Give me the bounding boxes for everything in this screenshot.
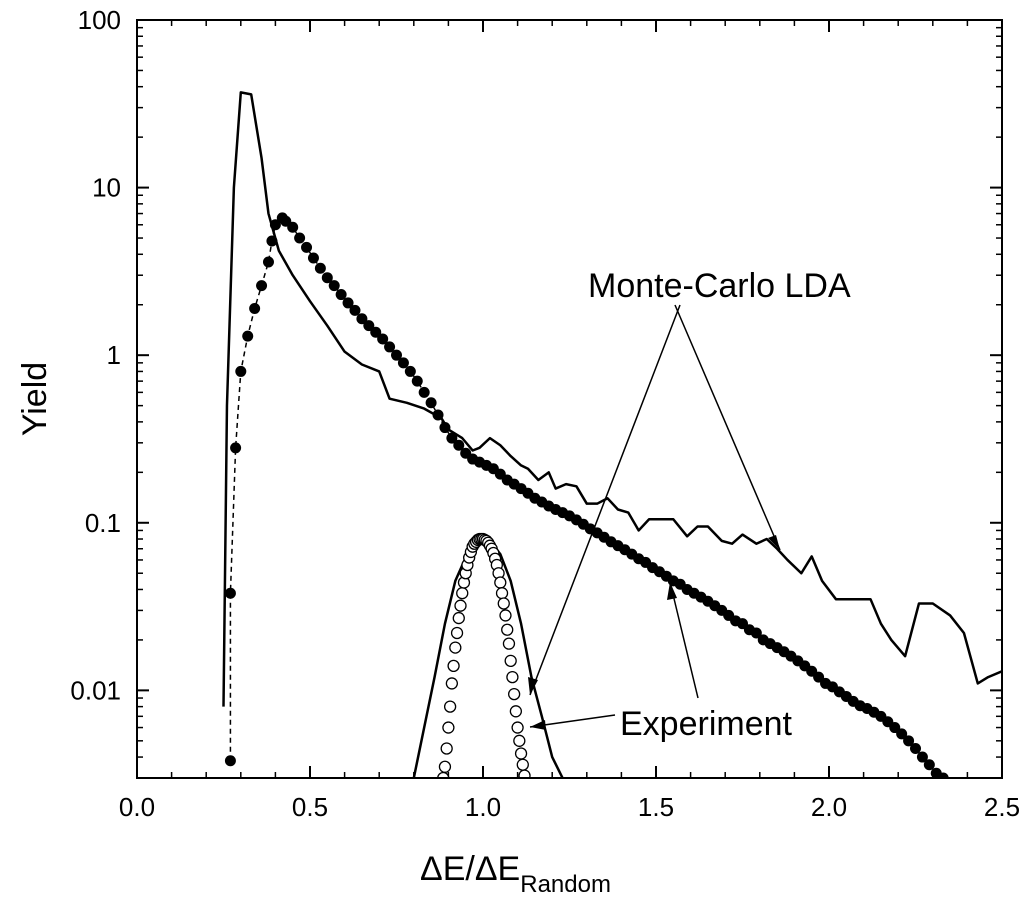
data-point-filled <box>256 280 268 292</box>
x-tick-label: 1.0 <box>465 792 501 822</box>
data-point-open <box>452 611 465 625</box>
data-point-filled <box>910 742 921 754</box>
arrowhead-experiment-2 <box>667 582 677 600</box>
data-point-open <box>454 599 467 612</box>
y-tick-label: 100 <box>78 5 121 35</box>
y-tick-label: 1 <box>107 340 121 370</box>
data-point-open <box>504 654 517 668</box>
data-point-open <box>507 687 521 701</box>
data-point-filled <box>294 232 306 244</box>
data-point-filled <box>916 751 928 763</box>
data-point-filled <box>356 313 368 325</box>
data-point-filled <box>328 280 340 292</box>
x-axis-label: ΔE/ΔERandom <box>420 850 611 898</box>
data-point-filled <box>262 256 274 268</box>
data-point-filled <box>363 320 375 332</box>
y-axis-label: Yield <box>16 362 54 436</box>
x-tick-label: 1.5 <box>638 792 674 822</box>
data-point-open <box>445 677 459 690</box>
x-axis-label-sub: Random <box>520 871 611 898</box>
data-point-filled <box>923 759 935 771</box>
x-tick-label: 2.0 <box>811 792 847 822</box>
data-point-filled <box>432 409 444 421</box>
data-point-filled <box>370 326 382 338</box>
arrowhead-experiment-1 <box>530 720 546 730</box>
y-tick-label: 0.1 <box>85 508 121 538</box>
data-point-filled <box>750 627 762 639</box>
data-point-filled <box>307 252 319 264</box>
data-point-open <box>447 659 460 673</box>
annotation-experiment: Experiment <box>620 705 793 743</box>
data-point-open <box>502 637 516 650</box>
arrowhead-monte-carlo-2 <box>768 535 780 550</box>
arrow-monte-carlo-1 <box>529 304 681 696</box>
x-tick-label: 2.5 <box>984 792 1020 822</box>
data-point-filled <box>384 341 396 353</box>
data-point-filled <box>301 241 313 253</box>
data-point-filled <box>224 587 236 599</box>
data-point-filled <box>249 302 261 314</box>
data-point-open <box>442 721 455 734</box>
data-point-filled <box>242 330 254 342</box>
data-point-open <box>495 587 509 600</box>
data-point-open <box>499 609 512 622</box>
series-line <box>222 91 1002 707</box>
data-point-filled <box>903 735 915 747</box>
data-point-open <box>518 769 531 778</box>
data-point-open <box>443 700 457 713</box>
arrowhead-monte-carlo-1 <box>528 677 538 695</box>
data-point-filled <box>439 422 451 434</box>
data-point-open <box>456 587 469 600</box>
annotations: Monte-Carlo LDA Experiment <box>528 267 851 743</box>
data-point-filled <box>224 755 236 767</box>
data-point-open <box>440 742 453 755</box>
arrow-monte-carlo-2 <box>674 304 781 551</box>
data-point-filled <box>937 772 949 778</box>
data-point-open <box>450 626 464 640</box>
arrow-experiment-2 <box>669 581 699 699</box>
series-layer <box>222 91 1002 778</box>
axis-ticks: 0.0 0.5 1.0 1.5 2.0 2.5 0.01 0.1 1 10 100 <box>70 5 1020 822</box>
data-point-filled <box>425 397 437 409</box>
data-point-filled <box>287 221 299 233</box>
data-point-open <box>449 641 462 654</box>
data-point-filled <box>418 386 430 398</box>
y-tick-label: 10 <box>92 173 121 203</box>
data-point-filled <box>896 728 908 740</box>
data-point-open <box>513 734 526 747</box>
data-point-filled <box>453 439 465 451</box>
data-point-filled <box>335 289 347 301</box>
series-line <box>412 537 564 778</box>
data-point-open <box>501 623 514 636</box>
data-point-filled <box>235 365 247 377</box>
data-point-open <box>494 576 507 589</box>
data-point-filled <box>404 365 416 377</box>
data-point-filled <box>230 442 242 454</box>
data-point-open <box>497 597 510 610</box>
data-point-filled <box>377 333 389 345</box>
data-point-filled <box>269 219 281 231</box>
data-point-filled <box>446 432 458 444</box>
x-tick-label: 0.5 <box>292 792 328 822</box>
data-point-filled <box>391 349 402 361</box>
y-tick-label: 0.01 <box>70 675 121 705</box>
annotation-monte-carlo: Monte-Carlo LDA <box>588 267 851 305</box>
data-point-filled <box>314 262 326 274</box>
data-point-filled <box>349 304 361 316</box>
data-point-open <box>438 760 452 773</box>
data-point-open <box>506 670 519 684</box>
data-point-filled <box>411 375 423 387</box>
data-point-open <box>511 721 524 734</box>
x-axis-label-main: ΔE/ΔE <box>420 850 520 888</box>
plot-frame <box>136 19 1003 779</box>
x-tick-label: 0.0 <box>119 792 155 822</box>
data-point-filled <box>321 272 333 284</box>
data-point-filled <box>397 357 409 369</box>
data-point-filled <box>266 235 278 247</box>
data-point-open <box>516 758 529 771</box>
data-point-open <box>514 747 528 760</box>
data-point-filled <box>342 297 354 309</box>
data-point-open <box>509 705 523 718</box>
